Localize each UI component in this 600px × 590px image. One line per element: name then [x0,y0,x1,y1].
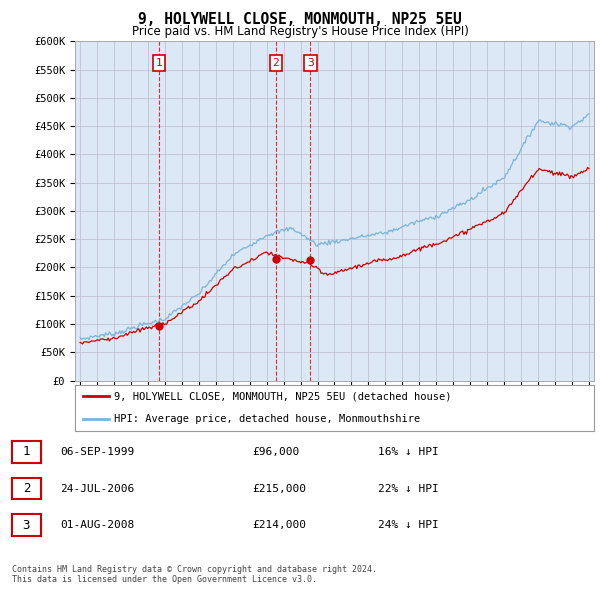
Text: 16% ↓ HPI: 16% ↓ HPI [378,447,439,457]
Text: Contains HM Land Registry data © Crown copyright and database right 2024.
This d: Contains HM Land Registry data © Crown c… [12,565,377,584]
Text: 1: 1 [23,445,30,458]
Text: 9, HOLYWELL CLOSE, MONMOUTH, NP25 5EU (detached house): 9, HOLYWELL CLOSE, MONMOUTH, NP25 5EU (d… [114,391,451,401]
Text: HPI: Average price, detached house, Monmouthshire: HPI: Average price, detached house, Monm… [114,414,420,424]
Text: £214,000: £214,000 [252,520,306,530]
Text: 24% ↓ HPI: 24% ↓ HPI [378,520,439,530]
Text: £215,000: £215,000 [252,484,306,493]
Text: 24-JUL-2006: 24-JUL-2006 [60,484,134,493]
Text: 01-AUG-2008: 01-AUG-2008 [60,520,134,530]
Text: 3: 3 [23,519,30,532]
Text: 2: 2 [272,58,280,68]
Text: 2: 2 [23,482,30,495]
Text: Price paid vs. HM Land Registry's House Price Index (HPI): Price paid vs. HM Land Registry's House … [131,25,469,38]
Text: 22% ↓ HPI: 22% ↓ HPI [378,484,439,493]
Text: £96,000: £96,000 [252,447,299,457]
Text: 3: 3 [307,58,314,68]
Text: 9, HOLYWELL CLOSE, MONMOUTH, NP25 5EU: 9, HOLYWELL CLOSE, MONMOUTH, NP25 5EU [138,12,462,27]
Text: 06-SEP-1999: 06-SEP-1999 [60,447,134,457]
Text: 1: 1 [156,58,163,68]
